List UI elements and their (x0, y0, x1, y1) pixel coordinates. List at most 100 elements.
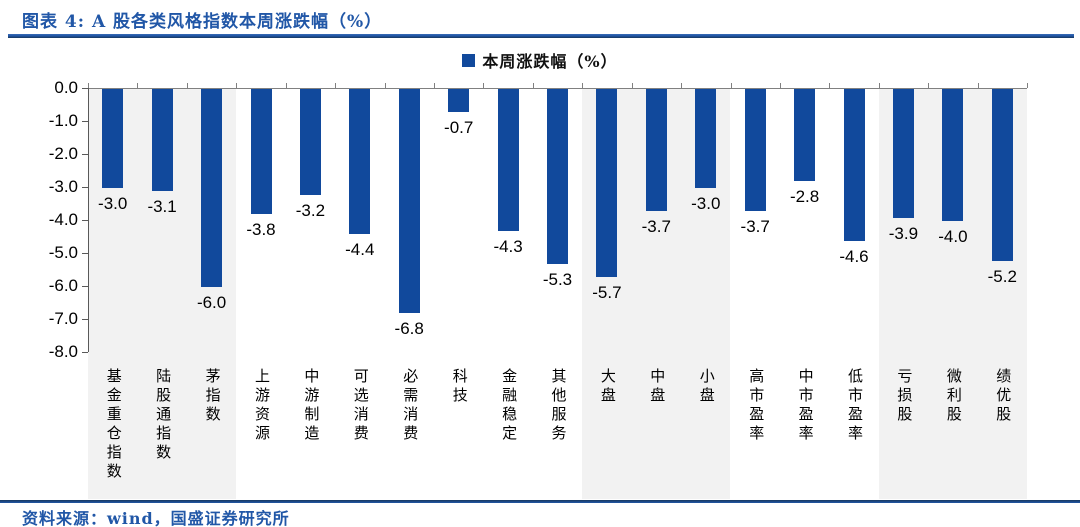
category-label: 基金重仓指数 (104, 368, 123, 482)
legend-swatch-icon (462, 53, 476, 67)
bar (892, 89, 914, 218)
category-label: 亏损股 (895, 368, 914, 425)
bar (794, 89, 816, 182)
bar-value-label: -3.7 (641, 217, 671, 237)
y-axis-tick (82, 187, 88, 188)
figure-title: 图表 4: A 股各类风格指数本周涨跌幅（%） (22, 12, 383, 32)
y-axis-label: 0.0 (54, 78, 78, 97)
x-axis-tick (779, 83, 781, 88)
y-axis-tick (82, 220, 88, 221)
category-label: 中盘 (648, 368, 667, 406)
x-axis-tick (137, 83, 139, 88)
bar (250, 89, 272, 215)
bar-value-label: -3.8 (246, 220, 276, 240)
x-axis-tick (285, 83, 287, 88)
y-axis-label: -4.0 (48, 210, 78, 229)
y-axis-tick (82, 121, 88, 122)
bar (497, 89, 519, 231)
x-axis-tick (335, 83, 337, 88)
header-divider (8, 34, 1074, 38)
x-axis-tick (878, 83, 880, 88)
bar-value-label: -4.6 (839, 246, 869, 266)
category-label: 科技 (450, 368, 469, 406)
y-axis-label: -3.0 (48, 177, 78, 196)
bar-value-label: -4.4 (345, 240, 375, 260)
category-label: 可选消费 (351, 368, 370, 444)
category-label: 上游资源 (253, 368, 271, 444)
bar (201, 89, 223, 287)
bar (843, 89, 865, 241)
bar-value-label: -5.2 (987, 266, 1017, 286)
y-axis-label: -2.0 (48, 144, 78, 163)
legend-label: 本周涨跌幅（%） (482, 52, 618, 71)
bar-value-label: -2.8 (789, 187, 820, 207)
bar (299, 89, 321, 195)
x-axis-tick (730, 83, 732, 88)
y-axis-label: -5.0 (48, 243, 78, 262)
bar-value-label: -5.3 (542, 269, 573, 289)
y-axis-tick (82, 253, 88, 254)
bar-value-label: -6.8 (394, 319, 424, 339)
x-axis-tick (88, 83, 89, 88)
bar (695, 89, 717, 188)
category-label: 微利股 (944, 368, 963, 425)
bar (645, 89, 667, 212)
bar (448, 89, 470, 113)
bar-value-label: -0.7 (444, 118, 474, 138)
bar (547, 89, 568, 264)
x-axis-tick (928, 83, 930, 88)
category-label: 小盘 (697, 368, 716, 406)
x-axis-tick (186, 83, 188, 88)
bar-value-label: -3.2 (295, 200, 326, 220)
chart-legend: 本周涨跌幅（%） (0, 50, 1080, 71)
category-label: 茅指数 (203, 368, 222, 425)
category-label: 其他服务 (549, 368, 568, 444)
x-axis-tick (582, 83, 584, 88)
bar-value-label: -3.0 (691, 194, 721, 213)
x-axis-line (88, 88, 1027, 89)
source-note: 资料来源：wind，国盛证券研究所 (22, 509, 290, 527)
category-label: 必需消费 (401, 368, 420, 444)
bar-value-label: -3.9 (888, 223, 919, 243)
category-label: 低市盈率 (846, 368, 864, 444)
bar-value-label: -6.0 (196, 293, 227, 312)
bar (744, 89, 766, 212)
bar (991, 89, 1013, 261)
bar (398, 89, 420, 314)
bar-value-label: -3.7 (740, 217, 770, 237)
bar (942, 89, 964, 221)
y-axis-label: -6.0 (48, 276, 78, 295)
category-label: 中市盈率 (796, 368, 815, 444)
category-label: 绩优股 (994, 368, 1013, 425)
y-axis-label: -7.0 (48, 309, 78, 328)
y-axis-tick (82, 286, 88, 287)
x-axis-tick (977, 83, 979, 88)
category-label: 陆股通指数 (154, 368, 173, 463)
bar-value-label: -3.0 (98, 194, 128, 213)
x-axis-tick (681, 83, 683, 88)
x-axis-tick (384, 83, 386, 88)
x-axis-tick (532, 83, 534, 88)
y-axis-tick (82, 319, 88, 320)
category-label: 中游制造 (302, 368, 321, 444)
x-axis-tick (631, 83, 633, 88)
y-axis-tick (82, 352, 88, 353)
bar-value-label: -3.1 (147, 197, 177, 217)
y-axis-label: -8.0 (48, 342, 78, 361)
category-label: 高市盈率 (747, 368, 766, 444)
bar-value-label: -4.0 (938, 227, 968, 246)
x-axis-tick (1027, 83, 1028, 88)
bar (102, 89, 124, 188)
bar (596, 89, 618, 278)
x-axis-tick (236, 83, 238, 88)
category-label: 金融稳定 (500, 368, 519, 444)
y-axis-tick (82, 154, 88, 155)
y-axis-label: -1.0 (48, 111, 78, 130)
bar-value-label: -4.3 (493, 236, 523, 256)
bar (349, 89, 371, 235)
bar-value-label: -5.7 (592, 283, 622, 303)
y-axis-line (88, 88, 89, 352)
x-axis-tick (829, 83, 831, 88)
